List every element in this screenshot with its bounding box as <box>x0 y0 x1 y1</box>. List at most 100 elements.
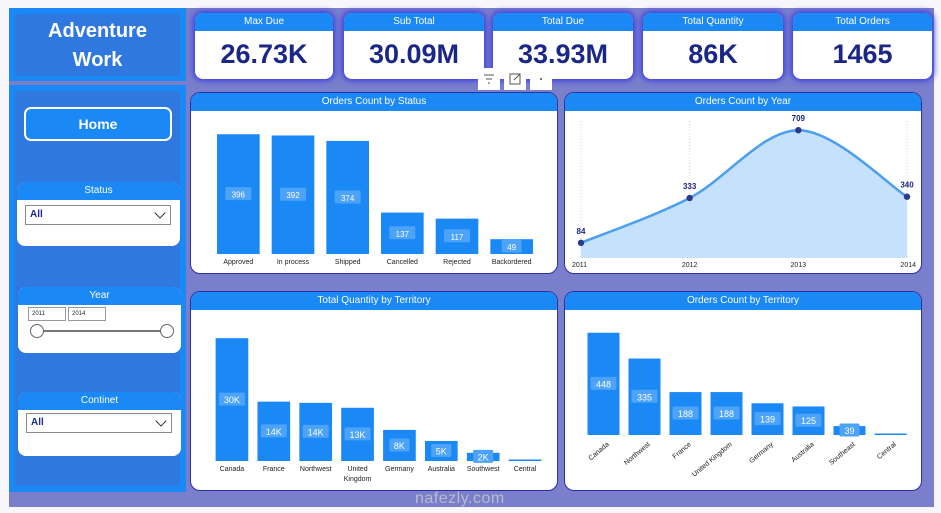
data-label-bg <box>631 389 658 403</box>
data-label: 30K <box>224 395 240 405</box>
data-label: 188 <box>678 409 693 419</box>
year-slicer: Year 2011 2014 <box>18 287 181 353</box>
category-label: United <box>347 466 367 473</box>
kpi-card-total-quantity: Total Quantity 86K <box>643 13 783 79</box>
category-label: Northwest <box>623 441 652 467</box>
data-label-bg <box>334 190 361 204</box>
chart-orders-by-year[interactable]: Orders Count by Year 84 2011 333 2012 709 201… <box>564 92 922 274</box>
category-label: Kingdom <box>344 476 372 483</box>
data-label-bg <box>590 376 617 390</box>
kpi-value: 33.93M <box>517 39 609 69</box>
data-label: 14K <box>308 427 324 437</box>
category-label: Canada <box>587 441 610 462</box>
data-label: 448 <box>596 379 611 389</box>
data-label: 2K <box>478 452 489 462</box>
data-label-bg <box>795 413 822 427</box>
category-label: Shipped <box>335 259 361 266</box>
filter-icon[interactable] <box>478 68 500 90</box>
data-label: 340 <box>900 181 914 190</box>
year-to-input[interactable]: 2014 <box>68 307 106 321</box>
chart-plot-orders-territory: 448 Canada 335 Northwest 188 France 188 United … <box>587 332 907 479</box>
category-label: Central <box>514 466 537 473</box>
watermark: nafezly.com <box>415 490 505 507</box>
kpi-value: 26.73K <box>220 39 308 69</box>
continent-dropdown[interactable]: All <box>26 413 172 433</box>
data-label-bg <box>389 438 410 452</box>
data-point <box>577 239 585 247</box>
data-label: 49 <box>507 243 516 252</box>
category-label: Southeast <box>828 441 857 467</box>
chart-title: Orders Count by Year <box>565 93 921 111</box>
chart-plot-year: 84 2011 333 2012 709 2013 340 2014 <box>572 114 916 269</box>
chart-title: Total Quantity by Territory <box>191 292 557 310</box>
data-label: 396 <box>232 191 246 200</box>
data-label-bg <box>344 427 371 441</box>
data-point <box>795 126 802 134</box>
data-point <box>903 193 911 200</box>
category-label: Germany <box>385 466 414 473</box>
x-tick-label: 2014 <box>900 262 916 269</box>
data-label-bg <box>280 187 306 201</box>
kpi-card-total-orders: Total Orders 1465 <box>793 13 932 79</box>
data-label: 709 <box>792 114 806 123</box>
kpi-label: Sub Total <box>344 13 484 31</box>
visual-header-toolbar <box>478 68 552 90</box>
data-label: 5K <box>436 446 447 456</box>
data-label-bg <box>260 424 287 438</box>
data-label: 13K <box>350 430 366 440</box>
category-label: Australia <box>790 441 815 464</box>
data-label: 125 <box>801 416 816 426</box>
category-label: Backordered <box>492 259 532 266</box>
home-button[interactable]: Home <box>24 107 172 141</box>
series-line <box>580 128 908 245</box>
data-label: 139 <box>760 415 775 425</box>
year-slider-start-handle[interactable] <box>30 324 44 338</box>
chevron-down-icon <box>155 415 167 427</box>
data-label: 14K <box>266 427 282 437</box>
x-tick-label: 2013 <box>791 262 807 269</box>
data-label: 117 <box>451 233 464 242</box>
category-label: Approved <box>223 259 253 266</box>
category-label: In process <box>277 259 310 266</box>
category-label: France <box>672 441 693 460</box>
kpi-value: 1465 <box>832 39 893 69</box>
continent-dropdown-value: All <box>31 417 44 428</box>
category-label: United Kingdom <box>691 441 734 478</box>
kpi-value: 86K <box>688 39 738 69</box>
data-label: 39 <box>844 426 854 436</box>
chart-quantity-by-territory[interactable]: Total Quantity by Territory 30K Canada 14K… <box>190 291 558 491</box>
data-label-bg <box>218 392 245 406</box>
chart-orders-by-status[interactable]: Orders Count by Status 396 Approved 392 In … <box>190 92 558 274</box>
data-label: 8K <box>394 441 405 451</box>
focus-mode-icon[interactable] <box>504 68 526 90</box>
data-label-bg <box>444 229 470 243</box>
category-label: Australia <box>428 466 455 473</box>
status-dropdown[interactable]: All <box>25 205 171 225</box>
bar[interactable] <box>508 459 542 462</box>
category-label: Rejected <box>443 259 471 266</box>
chart-orders-by-territory[interactable]: Orders Count by Territory 448 Canada 335 No… <box>564 291 922 491</box>
category-label: Germany <box>748 441 775 465</box>
chart-plot-status: 396 Approved 392 In process 374 Shipped 137 Can… <box>217 134 533 266</box>
continent-slicer: Continet All <box>18 392 181 456</box>
kpi-card-sub-total: Sub Total 30.09M <box>344 13 484 79</box>
chart-title: Orders Count by Territory <box>565 292 921 310</box>
report-title-line2: Work <box>72 49 123 71</box>
data-label-bg <box>672 406 699 420</box>
data-label: 137 <box>396 230 410 239</box>
chart-title: Orders Count by Status <box>191 93 557 111</box>
data-label-bg <box>754 412 781 426</box>
more-options-icon[interactable] <box>530 68 552 90</box>
data-label: 333 <box>683 182 697 191</box>
x-tick-label: 2011 <box>572 262 587 269</box>
kpi-label: Total Orders <box>793 13 932 31</box>
year-slider-track[interactable] <box>38 330 161 332</box>
continent-slicer-title: Continet <box>18 392 181 410</box>
year-from-input[interactable]: 2011 <box>28 307 66 321</box>
report-title-line1: Adventure <box>48 20 147 42</box>
bar[interactable] <box>874 433 907 436</box>
status-slicer-title: Status <box>17 182 180 200</box>
year-slider-end-handle[interactable] <box>160 324 174 338</box>
status-slicer: Status All <box>17 182 180 246</box>
data-label: 188 <box>719 409 734 419</box>
